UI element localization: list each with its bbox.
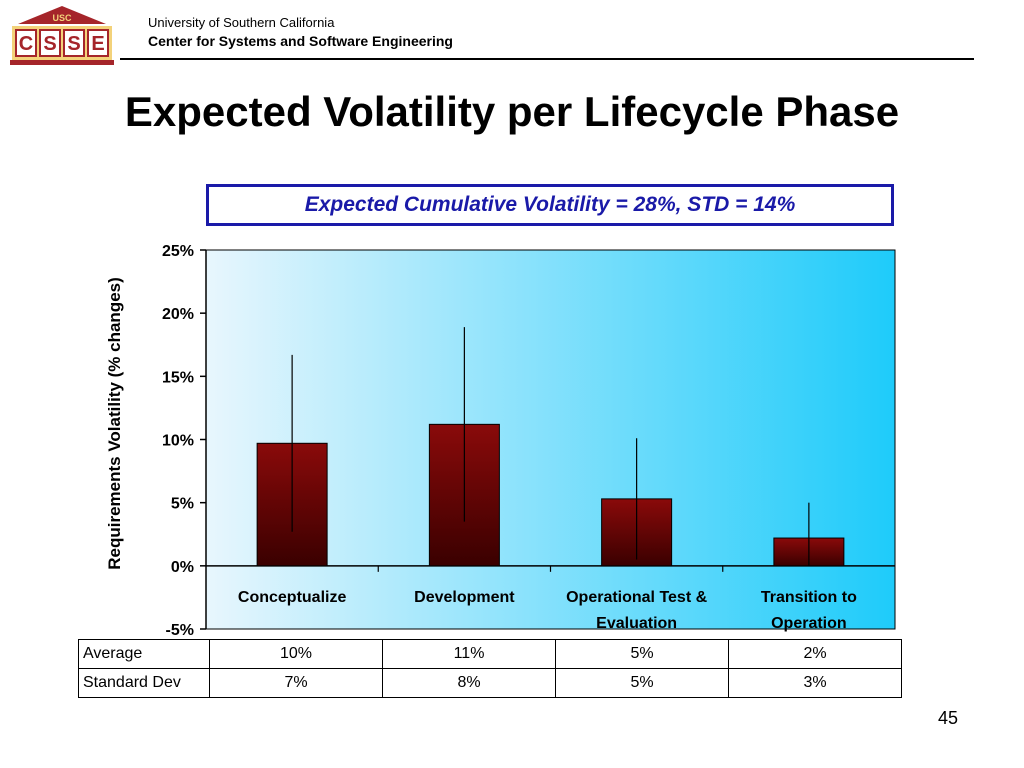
y-tick-label: 5% bbox=[171, 496, 194, 513]
volatility-bar-chart: 25% 20% 15% 10% 5% 0% -5% Conceptualize Develop… bbox=[105, 243, 896, 639]
y-tick-label: 20% bbox=[162, 306, 194, 323]
table-cell: 3% bbox=[728, 668, 902, 698]
y-axis-label: Requirements Volatility (% changes) bbox=[105, 277, 124, 570]
table-cell: 11% bbox=[382, 639, 556, 669]
slide-title: Expected Volatility per Lifecycle Phase bbox=[124, 88, 900, 135]
page-number: 45 bbox=[938, 708, 959, 728]
plot-area bbox=[205, 249, 896, 630]
x-tick-label: Conceptualize bbox=[238, 589, 347, 606]
logo-roof bbox=[18, 6, 106, 24]
logo-letter-box bbox=[87, 29, 109, 57]
logo-letter: C bbox=[19, 33, 33, 55]
logo-letter-box bbox=[63, 29, 85, 57]
table-cell: 2% bbox=[728, 639, 902, 669]
center-name: Center for Systems and Software Engineer… bbox=[148, 33, 453, 49]
logo-letter: E bbox=[91, 33, 104, 55]
x-tick-label: Operational Test & Evaluation bbox=[566, 589, 708, 632]
x-tick-labels: Conceptualize Development Operational Test… bbox=[238, 589, 857, 632]
logo-letter: S bbox=[43, 33, 56, 55]
logo-letter-box bbox=[39, 29, 61, 57]
table-cell: 5% bbox=[555, 668, 729, 698]
y-tick-label: 0% bbox=[171, 559, 194, 576]
x-tick-label: Development bbox=[414, 589, 515, 606]
error-bars bbox=[291, 327, 810, 566]
table-row: Standard Dev 7% 8% 5% 3% bbox=[78, 668, 902, 698]
y-tick-label: 25% bbox=[162, 243, 194, 260]
summary-table: Average 10% 11% 5% 2% Standard Dev 7% 8% 5% 3% bbox=[78, 639, 902, 698]
table-cell: 8% bbox=[382, 668, 556, 698]
y-tick-label: 15% bbox=[162, 369, 194, 386]
logo-top-text: USC bbox=[52, 13, 72, 23]
table-row: Average 10% 11% 5% 2% bbox=[78, 639, 902, 669]
table-row-label: Standard Dev bbox=[78, 668, 210, 698]
y-axis: 25% 20% 15% 10% 5% 0% -5% bbox=[162, 243, 207, 639]
y-tick-label: 10% bbox=[162, 433, 194, 450]
table-cell: 5% bbox=[555, 639, 729, 669]
logo-base bbox=[10, 60, 114, 65]
logo-letter: S bbox=[67, 33, 80, 55]
cumulative-volatility-callout: Expected Cumulative Volatility = 28%, ST… bbox=[206, 184, 894, 226]
header-rule bbox=[120, 58, 974, 60]
x-tick-label: Transition to Operation bbox=[761, 589, 857, 632]
logo-letter-box bbox=[15, 29, 37, 57]
y-tick-label: -5% bbox=[166, 622, 194, 639]
table-cell: 10% bbox=[209, 639, 383, 669]
institution-name: University of Southern California bbox=[148, 15, 335, 30]
table-row-label: Average bbox=[78, 639, 210, 669]
table-cell: 7% bbox=[209, 668, 383, 698]
